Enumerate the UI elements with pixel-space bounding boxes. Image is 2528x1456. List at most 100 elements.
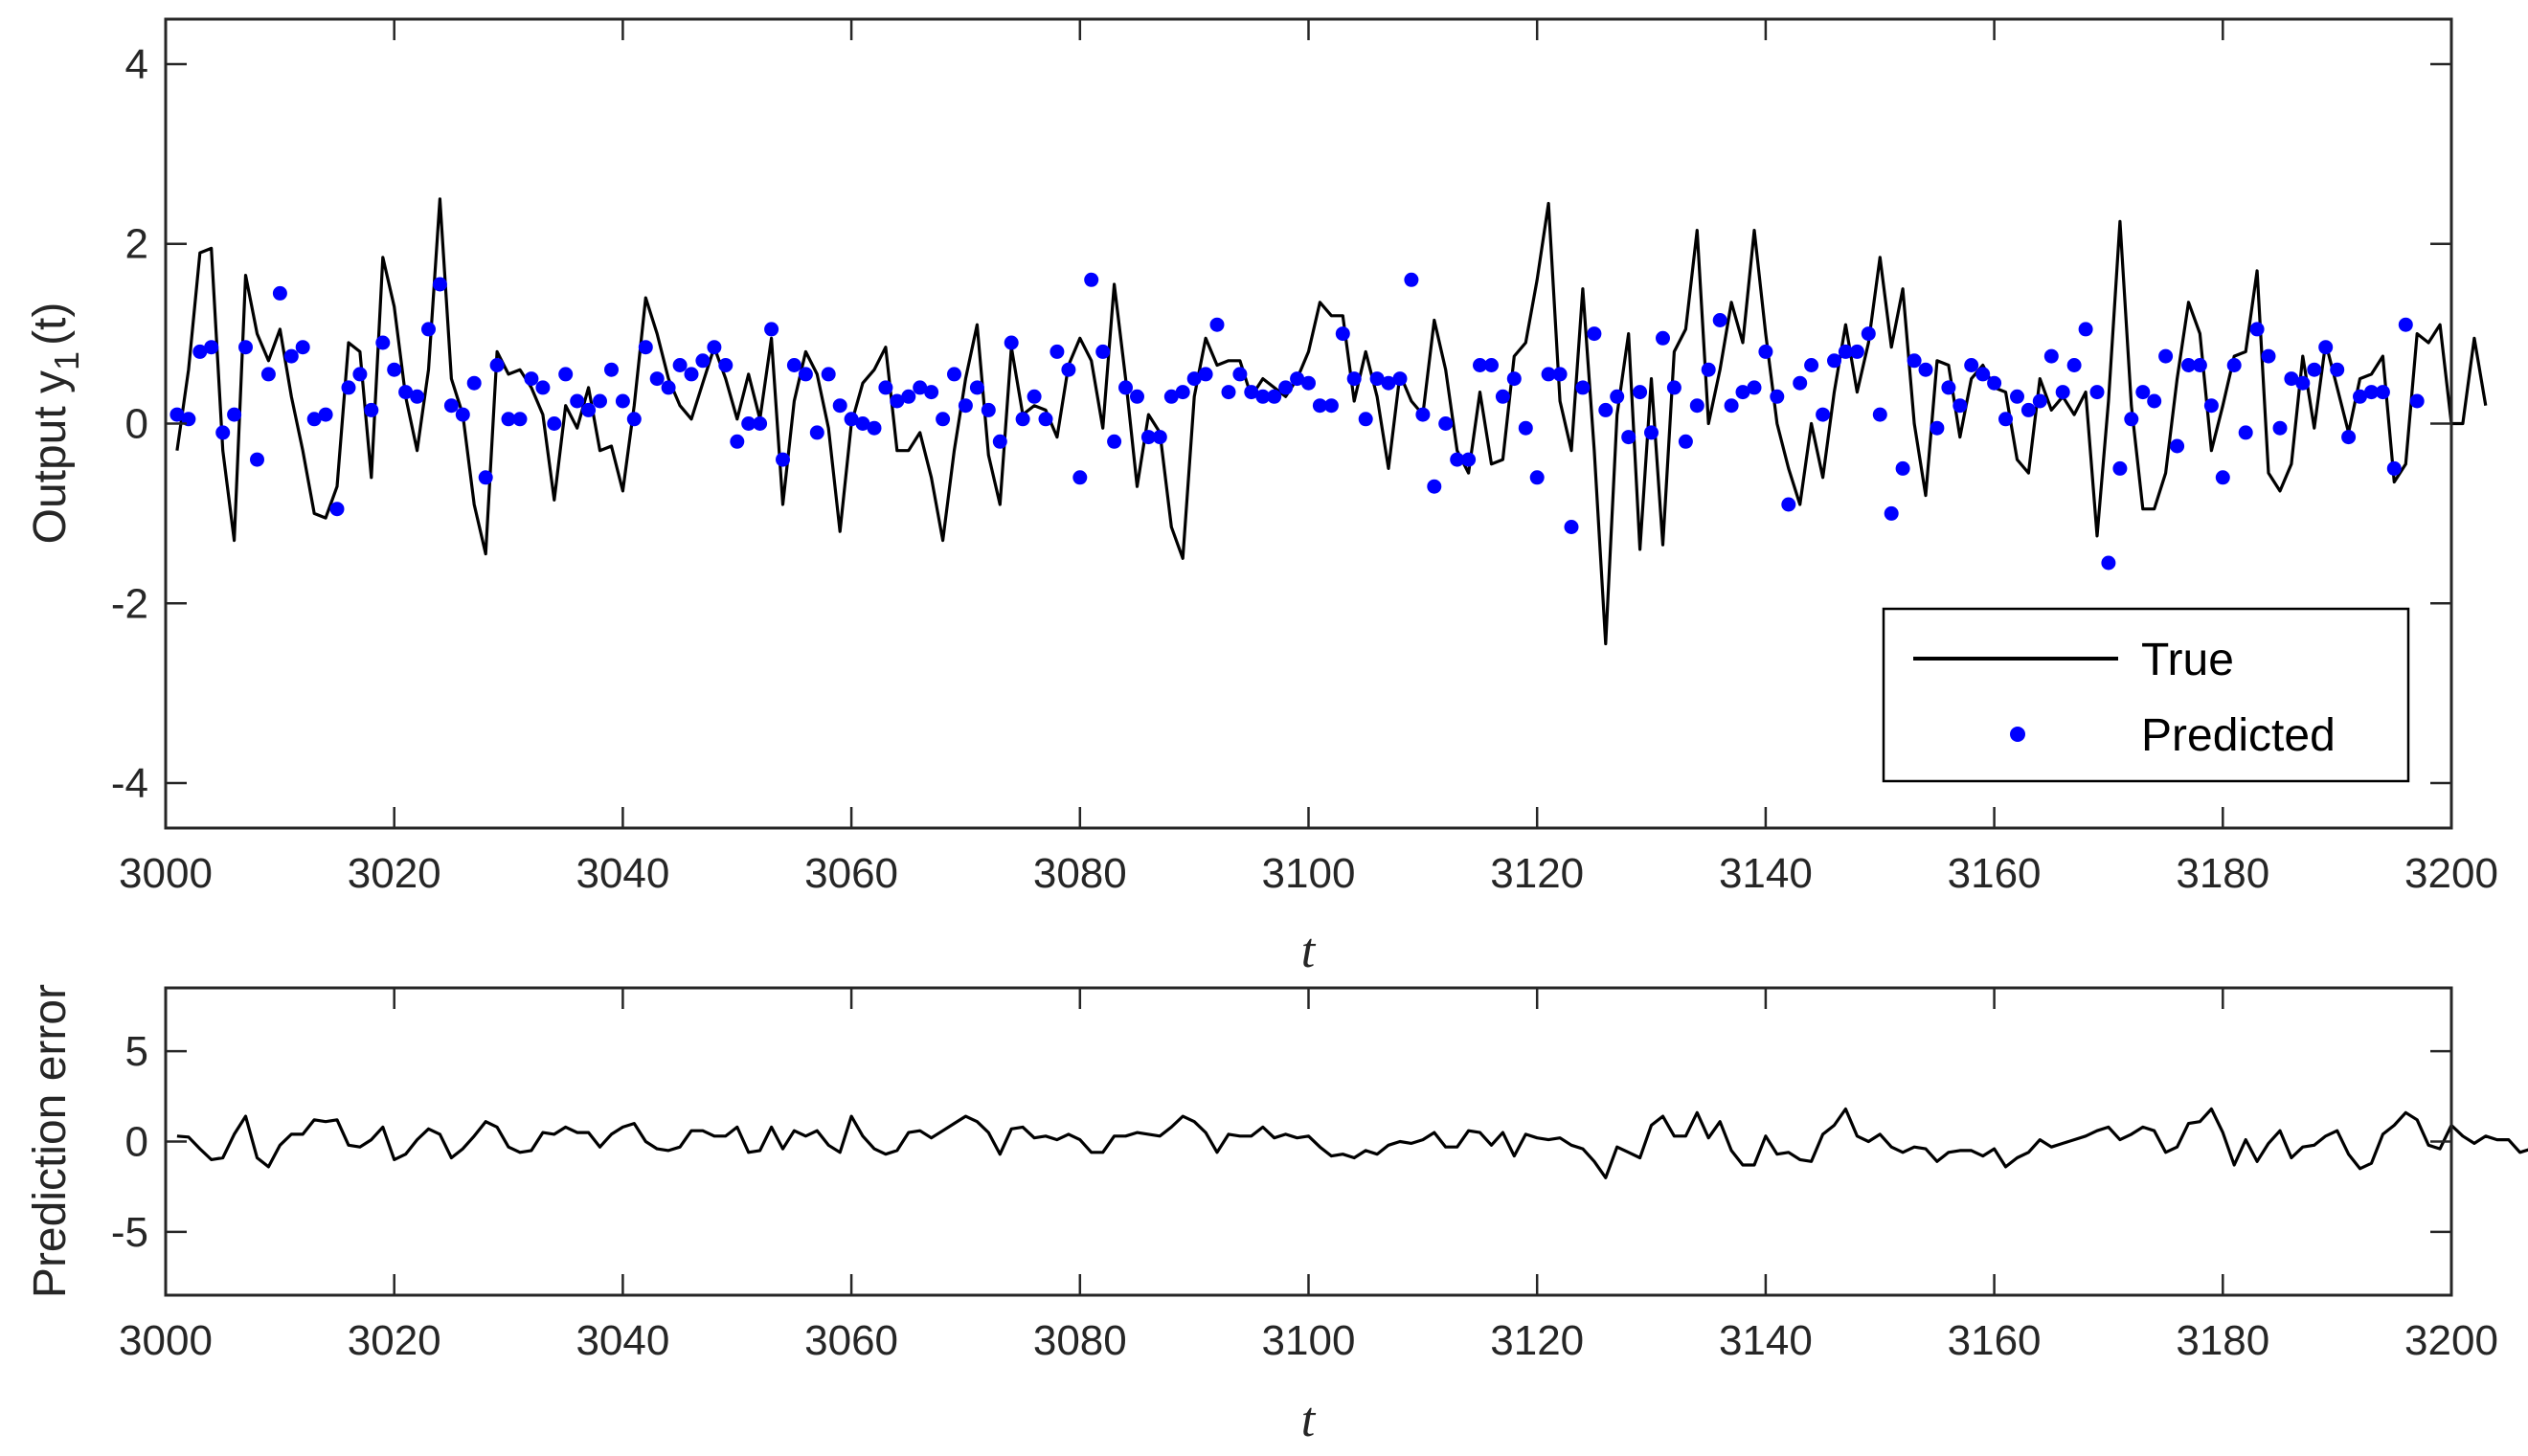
predicted-point xyxy=(1346,371,1362,387)
predicted-point xyxy=(443,398,459,414)
output-plot-ytick-label: -4 xyxy=(111,760,148,807)
predicted-point xyxy=(936,412,951,427)
predicted-point xyxy=(2181,358,2196,372)
output-plot-xtick-label: 3080 xyxy=(1033,850,1127,897)
predicted-point xyxy=(1964,358,1979,372)
predicted-point xyxy=(1529,470,1545,485)
predicted-point xyxy=(832,398,847,414)
predicted-point xyxy=(1290,371,1305,387)
predicted-point xyxy=(684,367,699,382)
predicted-point xyxy=(992,434,1007,449)
output-plot-ylabel: Output y1(t) xyxy=(25,302,86,545)
predicted-point xyxy=(1656,330,1670,346)
predicted-point xyxy=(2112,460,2128,476)
output-plot-ticks: 3000 3020 3040 3060 3080 3100 3120 3140 3160 3180… xyxy=(111,19,2498,897)
output-plot-xtick-label: 3120 xyxy=(1490,850,1584,897)
predicted-point xyxy=(2307,362,2322,377)
predicted-point xyxy=(1998,412,2013,427)
legend-predicted-marker-swatch xyxy=(2010,727,2025,742)
predicted-point xyxy=(2203,398,2219,414)
error-plot-xtick-label: 3100 xyxy=(1262,1317,1356,1364)
output-plot-ytick-label: 0 xyxy=(125,401,148,448)
predicted-point xyxy=(776,452,790,467)
predicted-point xyxy=(1610,389,1625,404)
predicted-point xyxy=(969,380,984,395)
predicted-point xyxy=(2330,362,2345,377)
predicted-point xyxy=(1849,344,1864,359)
predicted-point xyxy=(661,380,676,395)
predicted-point xyxy=(570,393,585,409)
predicted-point xyxy=(867,420,882,436)
predicted-point xyxy=(1872,407,1887,422)
predicted-point xyxy=(1689,398,1704,414)
predicted-point xyxy=(1061,362,1076,377)
predicted-point xyxy=(1644,425,1659,440)
predicted-point xyxy=(1152,430,1167,445)
predicted-point xyxy=(1952,398,1968,414)
predicted-point xyxy=(1941,380,1956,395)
predicted-point xyxy=(501,412,516,427)
predicted-point xyxy=(1518,420,1533,436)
predicted-point xyxy=(2386,460,2402,476)
predicted-point xyxy=(1987,375,2002,391)
predicted-point xyxy=(2284,371,2299,387)
predicted-point xyxy=(1678,434,1693,449)
output-plot: 3000 3020 3040 3060 3080 3100 3120 3140 3160 3180… xyxy=(25,17,2498,978)
predicted-point xyxy=(2147,393,2162,409)
predicted-point xyxy=(1666,380,1682,395)
predicted-point xyxy=(466,375,482,391)
predicted-point xyxy=(1232,367,1248,382)
predicted-point xyxy=(1633,385,1648,400)
predicted-point xyxy=(341,380,356,395)
predicted-point xyxy=(1587,326,1602,342)
predicted-point xyxy=(1186,371,1202,387)
predicted-point xyxy=(2226,358,2242,372)
predicted-point xyxy=(169,407,185,422)
predicted-point xyxy=(1404,272,1419,287)
prediction-error-line xyxy=(176,1107,2528,1179)
predicted-point xyxy=(410,389,425,404)
predicted-point xyxy=(283,348,299,364)
predicted-point xyxy=(1816,407,1831,422)
predicted-point xyxy=(1552,367,1568,382)
error-plot-xtick-label: 3200 xyxy=(2404,1317,2498,1364)
predicted-point xyxy=(615,393,630,409)
predicted-point xyxy=(2375,385,2390,400)
error-plot-ylabel: Prediction error xyxy=(25,984,76,1298)
error-plot-marks xyxy=(176,1107,2528,1179)
predicted-point xyxy=(1084,272,1099,287)
predicted-point xyxy=(1175,385,1190,400)
predicted-point xyxy=(924,385,939,400)
predicted-point xyxy=(707,340,722,355)
error-plot-xtick-label: 3060 xyxy=(804,1317,898,1364)
predicted-point xyxy=(204,340,219,355)
predicted-point xyxy=(981,402,996,417)
predicted-point xyxy=(1621,430,1636,445)
predicted-point xyxy=(1861,326,1876,342)
predicted-point xyxy=(272,285,287,301)
predicted-point xyxy=(581,402,597,417)
predicted-point xyxy=(1209,317,1225,332)
predicted-point xyxy=(547,416,562,431)
predicted-point xyxy=(2043,348,2059,364)
predicted-point xyxy=(2078,322,2093,337)
output-plot-xtick-label: 3000 xyxy=(119,850,213,897)
predicted-point xyxy=(1735,385,1750,400)
predicted-point xyxy=(2055,385,2070,400)
predicted-point xyxy=(809,425,824,440)
error-plot-xtick-label: 3040 xyxy=(576,1317,669,1364)
predicted-point xyxy=(1712,313,1727,327)
predicted-point xyxy=(535,380,551,395)
predicted-point xyxy=(1884,505,1899,521)
predicted-point xyxy=(786,358,801,372)
predicted-point xyxy=(753,416,768,431)
predicted-point xyxy=(1793,375,1808,391)
predicted-point xyxy=(741,416,756,431)
output-plot-xtick-label: 3060 xyxy=(804,850,898,897)
predicted-point xyxy=(192,344,208,359)
error-plot-frame xyxy=(164,986,2453,1297)
predicted-point xyxy=(295,340,310,355)
predicted-point xyxy=(2364,385,2379,400)
predicted-point xyxy=(1484,358,1499,372)
predicted-point xyxy=(2170,438,2185,454)
